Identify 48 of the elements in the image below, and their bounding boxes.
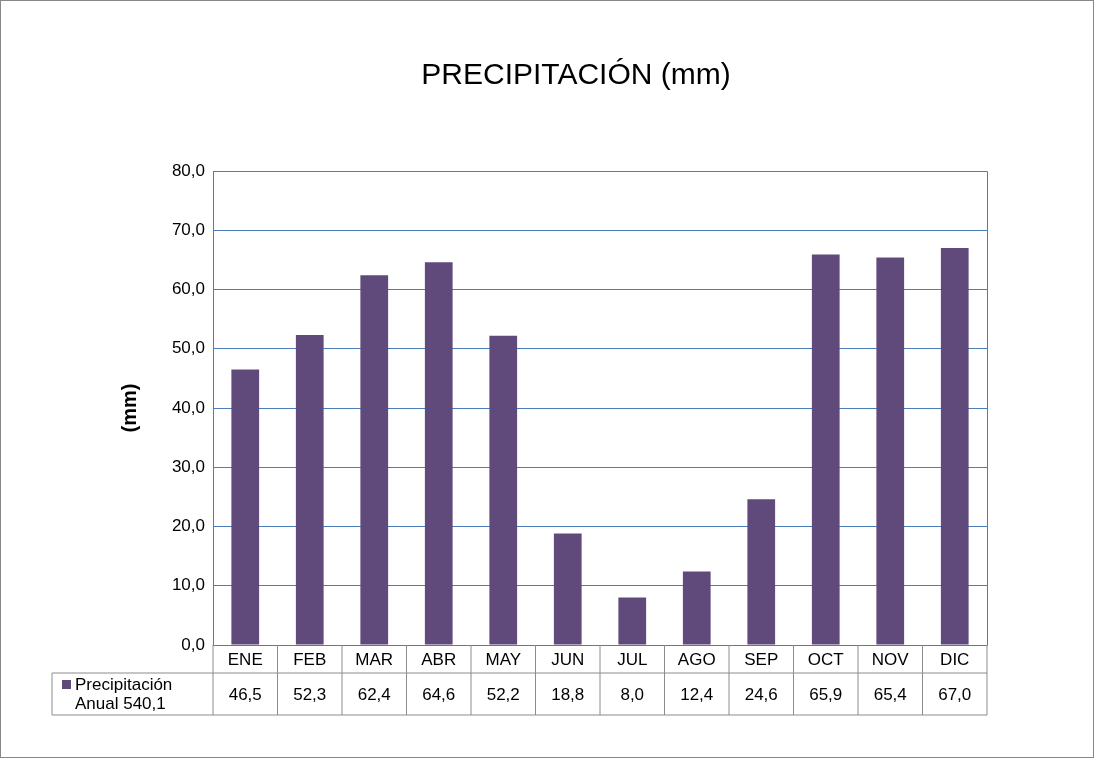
data-label: 64,6 <box>422 684 456 704</box>
x-tick-label: JUL <box>617 649 648 669</box>
y-tick-label: 60,0 <box>171 279 205 299</box>
data-label: 8,0 <box>620 684 645 704</box>
x-tick-label: DIC <box>940 649 970 669</box>
bar <box>618 597 647 645</box>
data-label: 12,4 <box>680 684 714 704</box>
data-label: 65,9 <box>809 684 843 704</box>
x-tick-label: AGO <box>677 649 716 669</box>
x-tick-label: JUN <box>551 649 585 669</box>
legend-label: Precipitación Anual 540,1 <box>75 675 173 714</box>
bar <box>231 369 260 645</box>
y-tick-label: 70,0 <box>171 219 205 239</box>
y-tick-label: 20,0 <box>171 516 205 536</box>
bar <box>940 248 969 645</box>
data-label: 62,4 <box>357 684 391 704</box>
x-tick-label: NOV <box>871 649 910 669</box>
data-label: 24,6 <box>744 684 778 704</box>
bar <box>876 257 905 645</box>
y-tick-label: 30,0 <box>171 456 205 476</box>
bar <box>747 499 776 645</box>
y-tick-label: 10,0 <box>171 575 205 595</box>
x-tick-label: FEB <box>293 649 327 669</box>
bar <box>682 571 711 645</box>
data-label: 65,4 <box>873 684 907 704</box>
x-tick-label: OCT <box>807 649 844 669</box>
y-tick-label: 80,0 <box>171 160 205 180</box>
x-tick-label: MAR <box>355 649 394 669</box>
y-axis-title: (mm) <box>117 383 140 433</box>
chart-title: PRECIPITACIÓN (mm) <box>421 57 731 91</box>
bar <box>489 335 518 645</box>
bar <box>360 275 389 645</box>
y-tick-label: 40,0 <box>171 397 205 417</box>
data-label: 18,8 <box>551 684 585 704</box>
data-label: 67,0 <box>938 684 972 704</box>
x-tick-label: ABR <box>421 649 457 669</box>
bar <box>424 262 453 645</box>
x-tick-label: SEP <box>744 649 779 669</box>
bar <box>811 254 840 645</box>
x-tick-label: MAY <box>485 649 522 669</box>
bar <box>553 533 582 645</box>
data-label: 46,5 <box>228 684 262 704</box>
data-label: 52,2 <box>486 684 520 704</box>
data-label: 52,3 <box>293 684 327 704</box>
x-tick-label: ENE <box>227 649 263 669</box>
y-tick-label: 50,0 <box>171 338 205 358</box>
y-tick-label: 0,0 <box>181 634 205 654</box>
bar <box>295 335 324 645</box>
